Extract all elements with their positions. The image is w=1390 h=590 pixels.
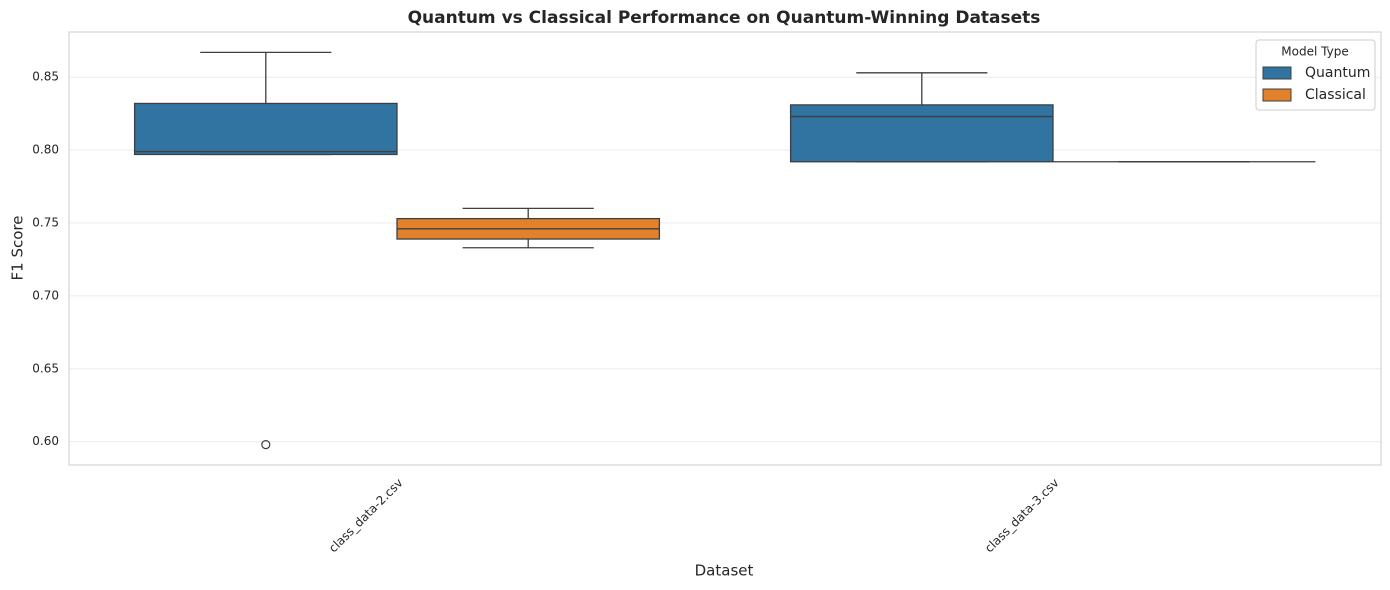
x-axis-label: Dataset: [695, 562, 754, 580]
y-tick-label: 0.70: [32, 288, 59, 302]
box: [789, 104, 1054, 163]
legend-title: Model Type: [1281, 45, 1348, 59]
y-tick-label: 0.80: [32, 143, 59, 157]
outlier: [261, 439, 271, 450]
y-tick-label: 0.65: [32, 361, 59, 375]
chart-title: Quantum vs Classical Performance on Quan…: [408, 8, 1041, 28]
legend-label: Quantum: [1305, 65, 1370, 81]
legend-label: Classical: [1305, 87, 1366, 103]
box: [133, 102, 398, 156]
y-tick-label: 0.75: [32, 215, 59, 229]
x-tick-label: class_data-3.csv: [982, 476, 1062, 556]
y-tick-label: 0.60: [32, 434, 59, 448]
legend-swatch: [1262, 88, 1292, 102]
y-axis-label: F1 Score: [9, 216, 27, 281]
legend-swatch: [1262, 66, 1292, 80]
plot-frame: [68, 31, 1382, 466]
x-tick-label: class_data-2.csv: [326, 476, 406, 556]
y-tick-label: 0.85: [32, 70, 59, 84]
